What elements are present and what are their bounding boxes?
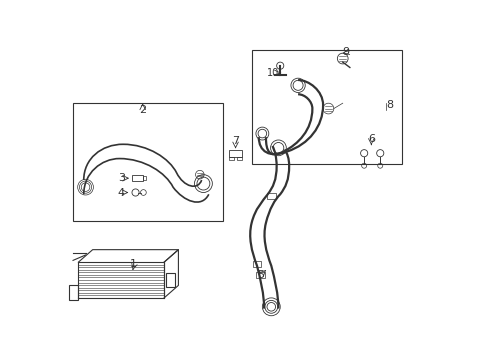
Bar [251,50,401,164]
Bar [229,150,242,157]
Text: 4: 4 [118,188,124,198]
Bar [236,157,242,160]
Text: 10: 10 [266,68,279,78]
Text: 7: 7 [231,136,239,147]
Text: 1: 1 [130,259,137,269]
Text: 2: 2 [139,105,146,115]
Bar [229,157,234,160]
Text: 8: 8 [386,100,393,110]
Text: 5: 5 [257,270,264,280]
Bar [252,261,261,267]
Bar [266,193,275,199]
Bar [73,103,223,221]
Bar [132,175,142,181]
Text: 6: 6 [367,134,374,144]
Text: 9: 9 [342,48,349,58]
Bar [256,272,264,278]
Text: 3: 3 [118,173,124,183]
Bar [142,176,145,180]
